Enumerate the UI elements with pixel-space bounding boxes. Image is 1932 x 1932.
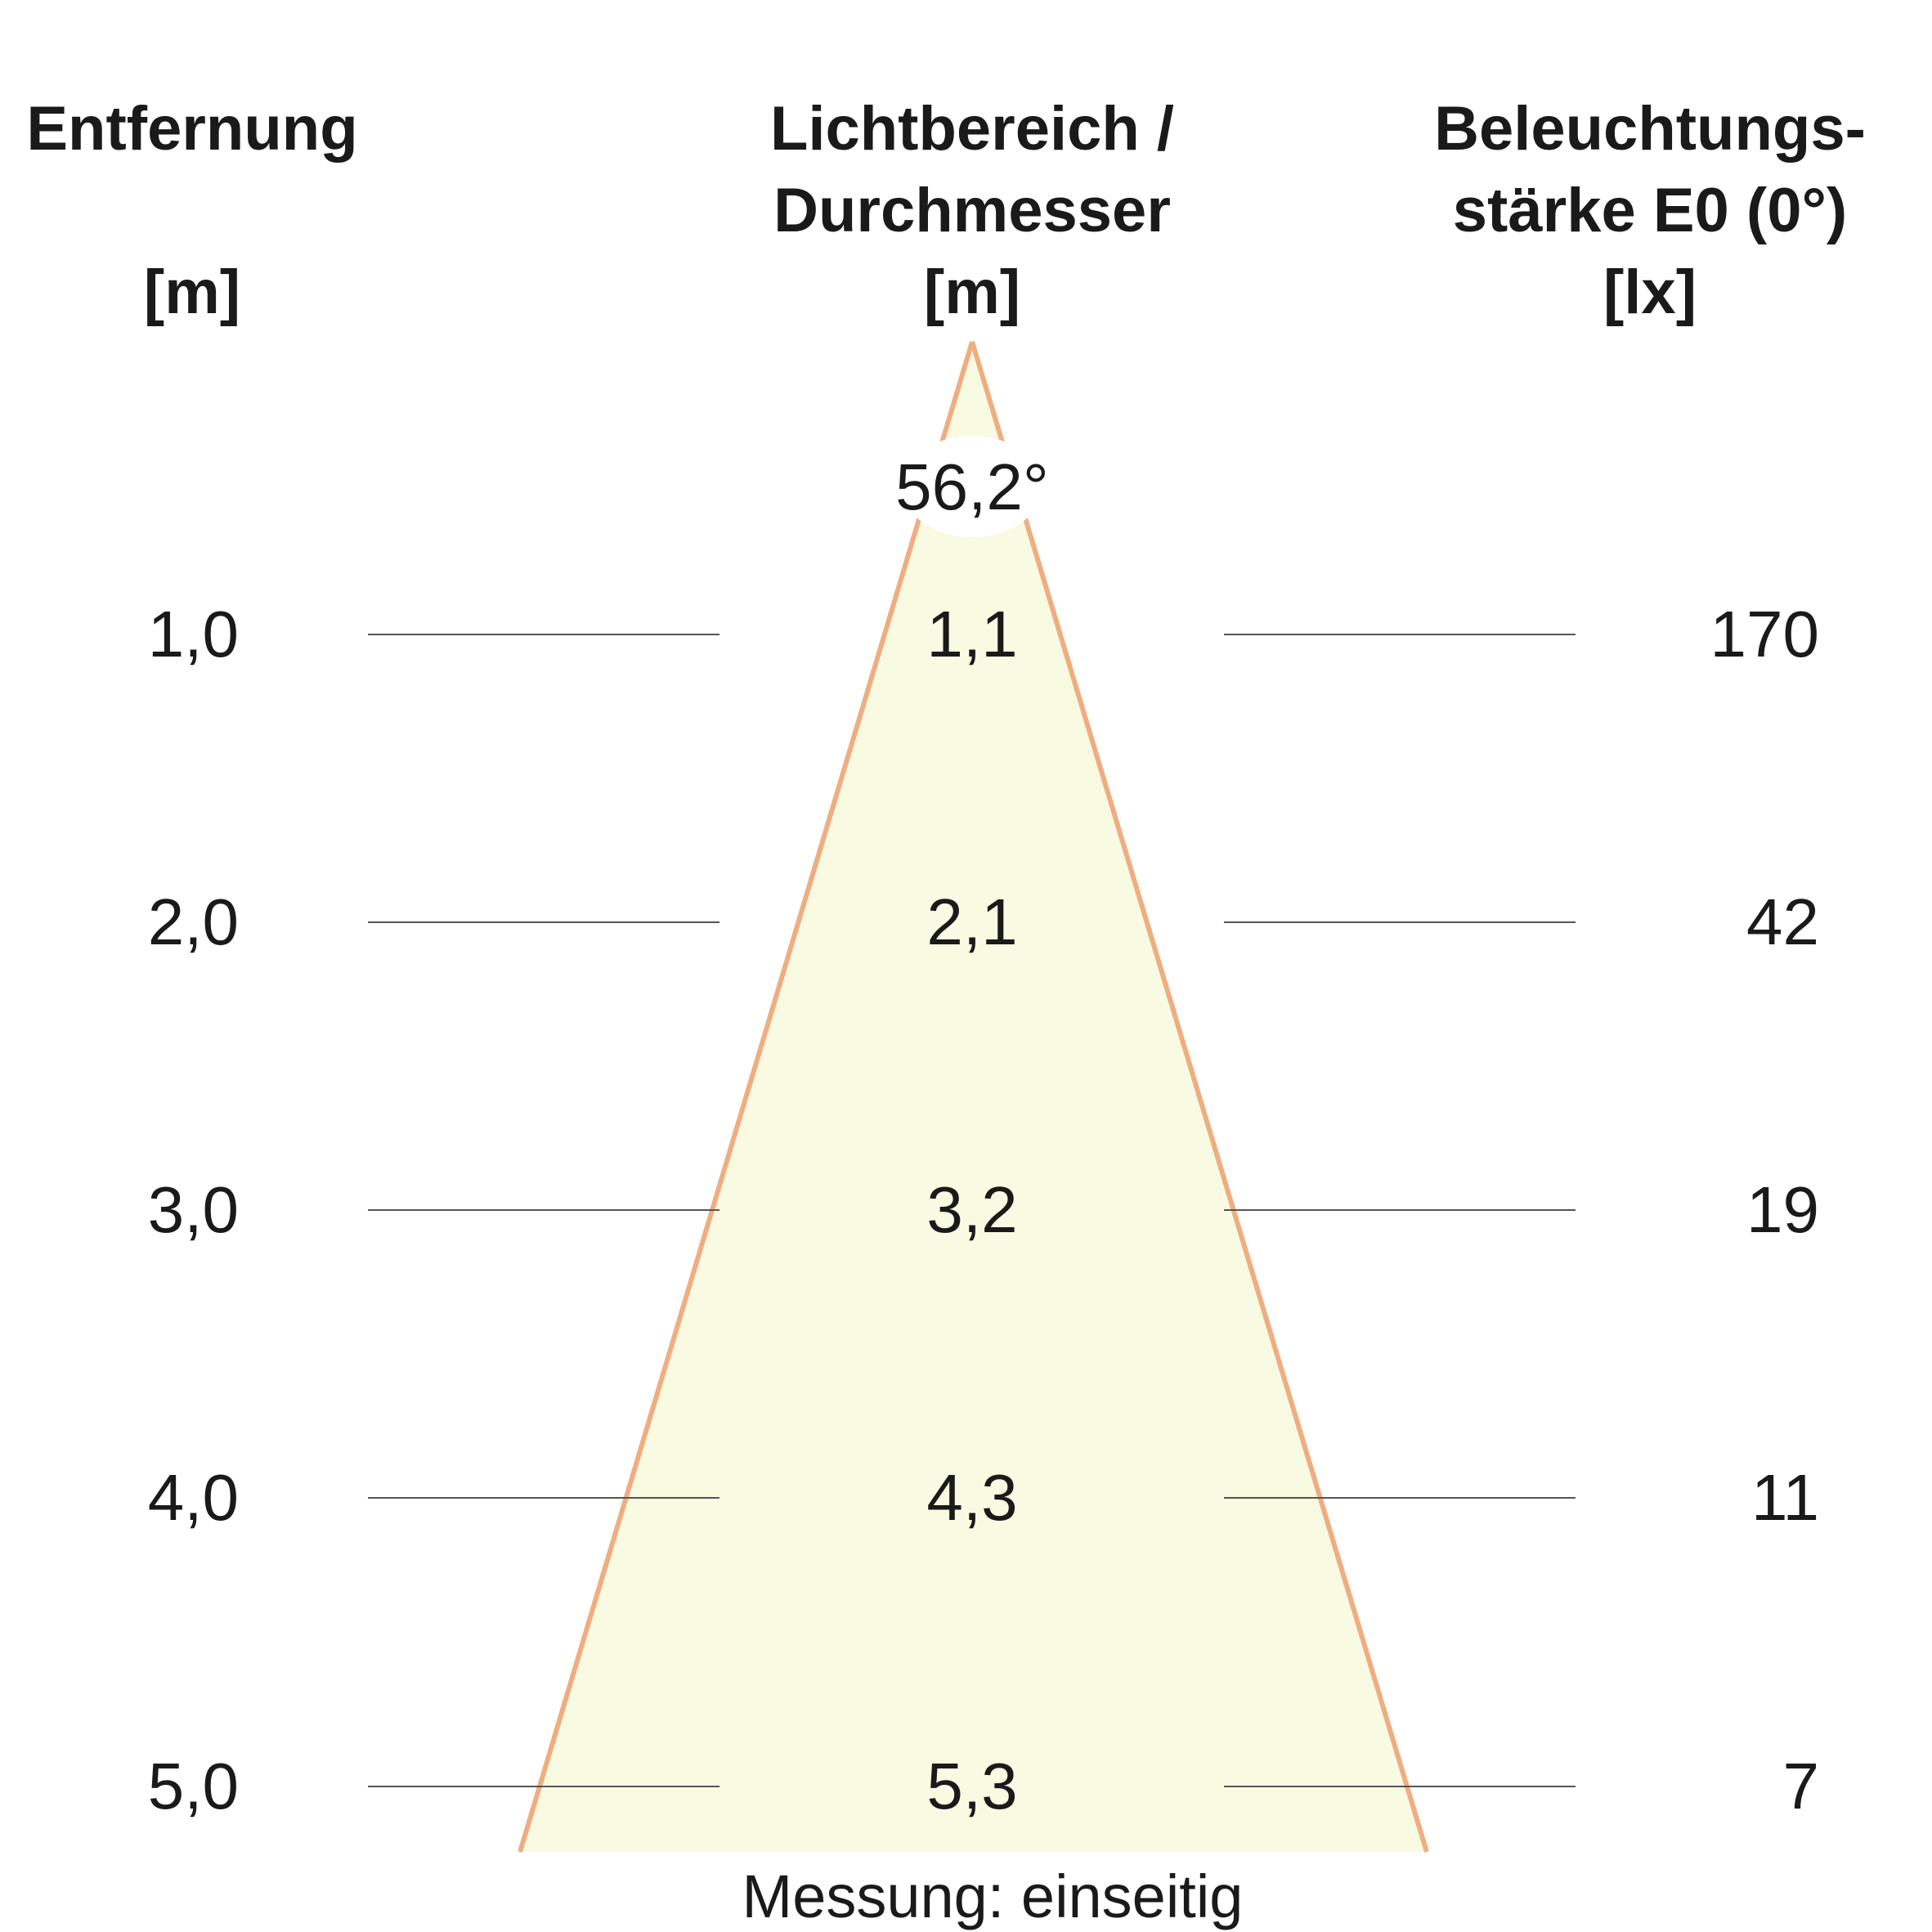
measurement-note: Messung: einseitig <box>742 1863 1244 1930</box>
diameter-value: 5,3 <box>926 1750 1017 1822</box>
distance-value: 3,0 <box>148 1173 239 1246</box>
measurement-row: 1,0 1,1 170 <box>148 598 1819 670</box>
distance-value: 1,0 <box>148 598 239 670</box>
light-cone-fill <box>518 342 1427 1852</box>
distance-value: 5,0 <box>148 1750 239 1822</box>
illuminance-value: 11 <box>1751 1461 1819 1534</box>
distance-value: 2,0 <box>148 885 239 958</box>
illuminance-value: 7 <box>1783 1750 1820 1822</box>
diameter-value: 3,2 <box>926 1173 1017 1246</box>
beam-angle-backdrop <box>902 436 1042 537</box>
header-illuminance-line2: stärke E0 (0°) <box>1453 176 1847 245</box>
header-illuminance-unit: [lx] <box>1603 258 1697 327</box>
header-illuminance: Beleuchtungs- stärke E0 (0°) [lx] <box>1434 94 1866 327</box>
measurement-row: 2,0 2,1 42 <box>148 885 1819 958</box>
diameter-value: 2,1 <box>926 885 1017 958</box>
header-diameter-unit: [m] <box>924 258 1020 327</box>
light-cone-edge-left <box>518 341 975 1853</box>
header-illuminance-line1: Beleuchtungs- <box>1434 94 1866 164</box>
header-distance: Entfernung [m] <box>26 94 357 327</box>
light-cone-edge-right <box>970 341 1429 1853</box>
illuminance-value: 170 <box>1710 598 1819 670</box>
measurement-row: 3,0 3,2 19 <box>148 1173 1819 1246</box>
beam-angle-label: 56,2° <box>895 451 1049 523</box>
measurement-row: 5,0 5,3 7 <box>148 1750 1819 1822</box>
measurement-row: 4,0 4,3 11 <box>148 1461 1819 1534</box>
diameter-value: 4,3 <box>926 1461 1017 1534</box>
illuminance-value: 19 <box>1746 1173 1819 1246</box>
illuminance-value: 42 <box>1746 885 1819 958</box>
header-diameter-line1: Lichtbereich / <box>770 94 1174 164</box>
header-diameter: Lichtbereich / Durchmesser [m] <box>770 94 1174 327</box>
diameter-value: 1,1 <box>926 598 1017 670</box>
header-distance-title: Entfernung <box>26 94 357 164</box>
distance-value: 4,0 <box>148 1461 239 1534</box>
header-distance-unit: [m] <box>144 258 240 327</box>
header-diameter-line2: Durchmesser <box>773 176 1171 245</box>
